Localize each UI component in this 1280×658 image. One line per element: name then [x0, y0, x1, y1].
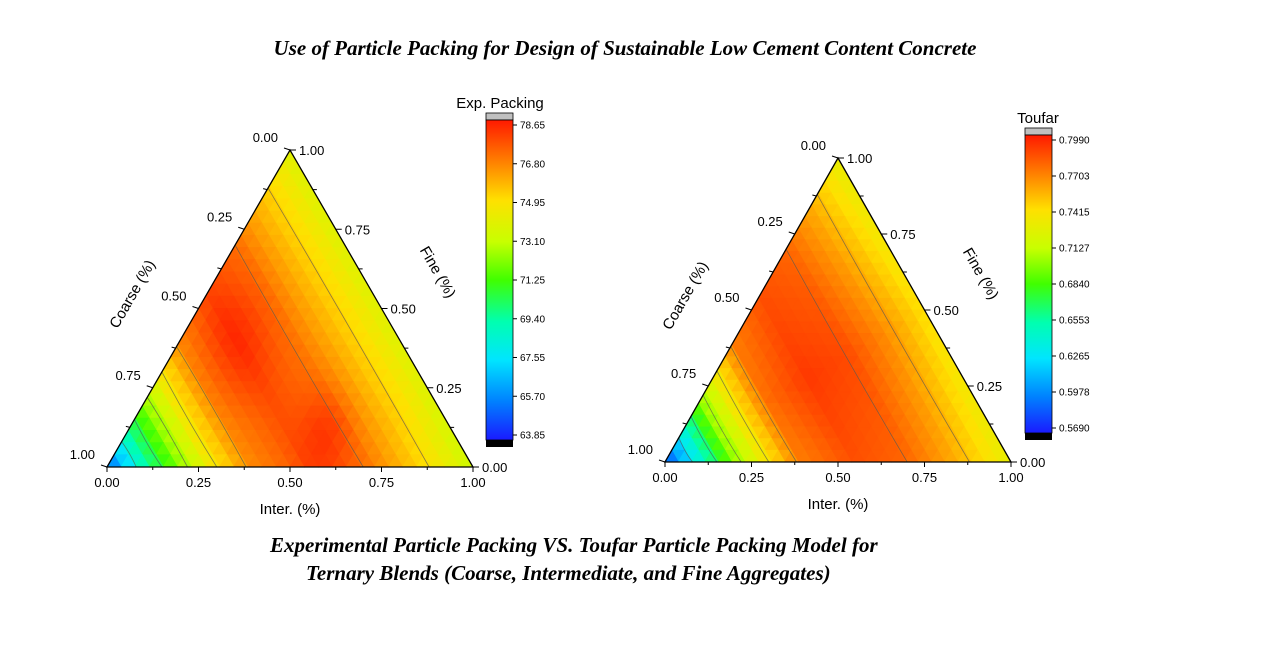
colorbar-tick-label: 67.55 — [520, 353, 545, 364]
colorbar-title: Exp. Packing — [456, 95, 544, 112]
colorbar-tick-label: 0.6553 — [1059, 316, 1090, 327]
right-axis-tick-label: 0.75 — [345, 222, 370, 237]
bottom-axis-tick-label: 0.25 — [739, 470, 764, 485]
figure-caption-line-1: Experimental Particle Packing VS. Toufar… — [270, 533, 878, 557]
bottom-axis-tick-label: 1.00 — [460, 475, 485, 490]
colorbar-tick-label: 78.65 — [520, 121, 545, 132]
colorbar-tick-label: 65.70 — [520, 392, 545, 403]
colorbar-tick-label: 69.40 — [520, 314, 545, 325]
right-axis-tick-label: 1.00 — [847, 151, 872, 166]
colorbar-tick-label: 0.7990 — [1059, 136, 1090, 147]
experimental-packing-chart: 0.00 0.25 0.50 0.75 1.000.000.250.500.751.00… — [70, 95, 546, 518]
contour-fill — [106, 149, 474, 468]
left-axis-tick-label: 1.00 — [628, 442, 653, 457]
bottom-axis-tick-label: 0.25 — [186, 475, 211, 490]
right-axis-tick-label: 0.75 — [890, 227, 915, 242]
bottom-axis-tick-label: 0.50 — [277, 475, 302, 490]
colorbar — [1024, 134, 1053, 434]
bottom-axis-tick-label: 0.50 — [825, 470, 850, 485]
right-axis-tick-label: 0.25 — [436, 381, 461, 396]
bottom-axis-tick-label: 1.00 — [998, 470, 1023, 485]
left-axis-title: Coarse (%) — [659, 259, 712, 333]
colorbar-tick-label: 74.95 — [520, 198, 545, 209]
right-axis-tick-label: 0.00 — [482, 460, 507, 475]
left-axis-tick-label: 0.25 — [757, 214, 782, 229]
bottom-axis-tick-label: 0.00 — [652, 470, 677, 485]
contour-lines — [121, 187, 430, 468]
left-axis-tick-label: 0.75 — [115, 368, 140, 383]
colorbar-tick-label: 71.25 — [520, 276, 545, 287]
right-axis-title: Fine (%) — [416, 243, 459, 301]
right-axis-tick-label: 0.00 — [1020, 455, 1045, 470]
right-axis-title: Fine (%) — [959, 245, 1002, 303]
colorbar-tick-label: 63.85 — [520, 431, 545, 442]
left-axis-tick-label: 0.00 — [801, 138, 826, 153]
bottom-axis-tick-label: 0.00 — [94, 475, 119, 490]
colorbar-tick-label: 0.5690 — [1059, 424, 1090, 435]
left-axis-tick-label: 0.00 — [253, 130, 278, 145]
left-axis-tick-label: 0.75 — [671, 366, 696, 381]
left-axis-tick-label: 0.25 — [207, 209, 232, 224]
page-title: Use of Particle Packing for Design of Su… — [273, 36, 977, 60]
colorbar-tick-label: 76.80 — [520, 159, 545, 170]
colorbar-tick-label: 0.7127 — [1059, 244, 1090, 255]
left-axis-tick-label: 1.00 — [70, 447, 95, 462]
colorbar-tick-label: 0.7703 — [1059, 172, 1090, 183]
bottom-axis-title: Inter. (%) — [260, 501, 321, 518]
colorbar-tick-label: 73.10 — [520, 237, 545, 248]
right-axis-tick-label: 1.00 — [299, 143, 324, 158]
left-axis-tick-label: 0.50 — [161, 289, 186, 304]
colorbar-tick-label: 0.6840 — [1059, 280, 1090, 291]
right-axis-tick-label: 0.50 — [934, 303, 959, 318]
colorbar — [485, 119, 514, 441]
right-axis-tick-label: 0.25 — [977, 379, 1002, 394]
right-axis-tick-label: 0.50 — [391, 302, 416, 317]
colorbar-tick-label: 0.7415 — [1059, 208, 1090, 219]
toufar-packing-chart: 0.00 0.25 0.50 0.75 1.000.000.250.500.751.00… — [628, 110, 1090, 513]
colorbar-title: Toufar — [1017, 110, 1059, 127]
colorbar-tick-label: 0.6265 — [1059, 352, 1090, 363]
left-axis-tick-label: 0.50 — [714, 290, 739, 305]
left-axis-title: Coarse (%) — [106, 257, 159, 331]
contour-lines — [678, 194, 970, 463]
figure-caption-line-2: Ternary Blends (Coarse, Intermediate, an… — [306, 561, 831, 585]
contour-fill — [664, 157, 1012, 463]
bottom-axis-tick-label: 0.75 — [369, 475, 394, 490]
colorbar-tick-label: 0.5978 — [1059, 388, 1090, 399]
bottom-axis-tick-label: 0.75 — [912, 470, 937, 485]
bottom-axis-title: Inter. (%) — [808, 496, 869, 513]
